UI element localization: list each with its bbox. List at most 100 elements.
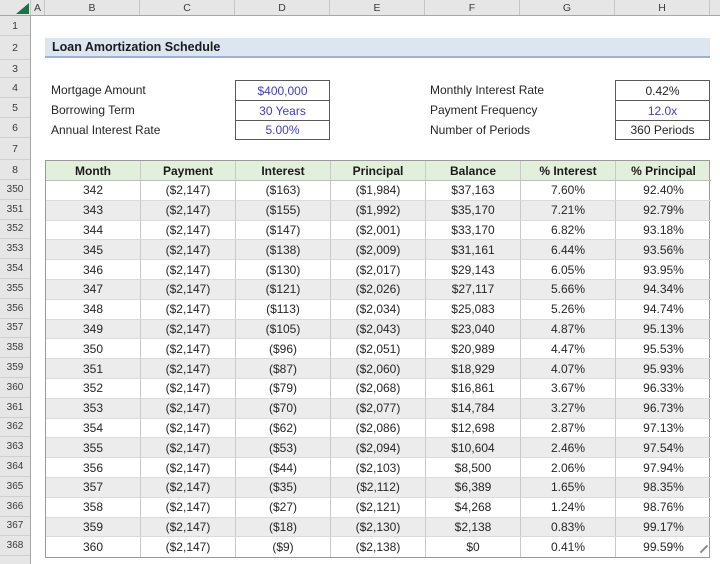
cell-interest[interactable]: ($130) [236, 260, 331, 280]
row-header-350[interactable]: 350 [0, 180, 30, 200]
row-header-6[interactable]: 6 [0, 118, 30, 138]
cell-month[interactable]: 357 [46, 477, 141, 498]
cell-interest[interactable]: ($9) [236, 537, 331, 558]
header-interest[interactable]: Interest [236, 161, 331, 181]
column-header-e[interactable]: E [330, 0, 425, 15]
row-header-363[interactable]: 363 [0, 437, 30, 458]
cell-balance[interactable]: $18,929 [426, 359, 521, 379]
cell-month[interactable]: 345 [46, 240, 141, 261]
cell-balance[interactable]: $4,268 [426, 497, 521, 518]
cell-pct-principal[interactable]: 95.93% [616, 359, 711, 379]
mortgage-amount-value[interactable]: $400,000 [236, 81, 329, 101]
cell-payment[interactable]: ($2,147) [141, 200, 236, 221]
cell-pct-interest[interactable]: 2.46% [521, 438, 616, 459]
cell-pct-interest[interactable]: 0.83% [521, 517, 616, 538]
cell-principal[interactable]: ($2,034) [331, 299, 426, 320]
cell-interest[interactable]: ($18) [236, 517, 331, 538]
cell-pct-principal[interactable]: 97.54% [616, 438, 711, 459]
row-header-351[interactable]: 351 [0, 200, 30, 220]
cell-pct-interest[interactable]: 0.41% [521, 537, 616, 558]
cell-principal[interactable]: ($2,103) [331, 458, 426, 478]
row-header-368[interactable]: 368 [0, 536, 30, 557]
row-header-367[interactable]: 367 [0, 517, 30, 537]
row-header-1[interactable]: 1 [0, 16, 30, 36]
cell-pct-interest[interactable]: 2.06% [521, 458, 616, 478]
column-header-c[interactable]: C [140, 0, 235, 15]
cell-balance[interactable]: $35,170 [426, 200, 521, 221]
number-of-periods-value[interactable]: 360 Periods [630, 123, 695, 137]
cell-interest[interactable]: ($121) [236, 279, 331, 300]
cell-principal[interactable]: ($2,112) [331, 477, 426, 498]
row-header-366[interactable]: 366 [0, 497, 30, 517]
cell-pct-interest[interactable]: 6.82% [521, 220, 616, 241]
cell-pct-principal[interactable]: 93.95% [616, 260, 711, 280]
label-mortgage-amount[interactable]: Mortgage Amount [51, 83, 146, 97]
row-header-4[interactable]: 4 [0, 78, 30, 98]
cell-month[interactable]: 355 [46, 438, 141, 459]
cell-month[interactable]: 351 [46, 359, 141, 379]
cell-month[interactable]: 358 [46, 497, 141, 518]
label-number-of-periods[interactable]: Number of Periods [430, 123, 531, 137]
cell-interest[interactable]: ($35) [236, 477, 331, 498]
cell-principal[interactable]: ($2,001) [331, 220, 426, 241]
cell-month[interactable]: 346 [46, 260, 141, 280]
cell-principal[interactable]: ($2,017) [331, 260, 426, 280]
row-header-361[interactable]: 361 [0, 398, 30, 418]
cell-balance[interactable]: $37,163 [426, 181, 521, 201]
cell-month[interactable]: 347 [46, 279, 141, 300]
cell-balance[interactable]: $14,784 [426, 398, 521, 419]
header-principal[interactable]: Principal [331, 161, 426, 181]
cell-pct-principal[interactable]: 98.76% [616, 498, 711, 518]
cell-month[interactable]: 354 [46, 418, 141, 439]
row-header-8[interactable]: 8 [0, 160, 30, 180]
label-borrowing-term[interactable]: Borrowing Term [51, 103, 135, 117]
cell-month[interactable]: 342 [46, 181, 141, 201]
column-header-h[interactable]: H [615, 0, 710, 15]
cell-payment[interactable]: ($2,147) [141, 319, 236, 340]
column-header-a[interactable]: A [31, 0, 45, 15]
select-all-button[interactable] [0, 0, 31, 15]
cell-principal[interactable]: ($2,121) [331, 497, 426, 518]
cell-interest[interactable]: ($138) [236, 240, 331, 261]
cell-payment[interactable]: ($2,147) [141, 418, 236, 439]
cell-principal[interactable]: ($1,984) [331, 181, 426, 201]
cell-balance[interactable]: $6,389 [426, 477, 521, 498]
header-balance[interactable]: Balance [426, 161, 521, 181]
cell-principal[interactable]: ($2,138) [331, 537, 426, 558]
cell-pct-principal[interactable]: 98.35% [616, 478, 711, 498]
label-monthly-interest-rate[interactable]: Monthly Interest Rate [430, 83, 545, 97]
cell-pct-interest[interactable]: 6.44% [521, 240, 616, 261]
cell-balance[interactable]: $31,161 [426, 240, 521, 261]
cell-pct-principal[interactable]: 96.73% [616, 399, 711, 419]
cell-principal[interactable]: ($2,043) [331, 319, 426, 340]
cell-balance[interactable]: $20,989 [426, 339, 521, 360]
cell-interest[interactable]: ($62) [236, 418, 331, 439]
cell-principal[interactable]: ($2,060) [331, 359, 426, 379]
cell-pct-principal[interactable]: 96.33% [616, 379, 711, 399]
cell-pct-principal[interactable]: 93.18% [616, 221, 711, 241]
cell-pct-interest[interactable]: 4.87% [521, 319, 616, 340]
cell-payment[interactable]: ($2,147) [141, 398, 236, 419]
cell-interest[interactable]: ($79) [236, 378, 331, 399]
cell-interest[interactable]: ($44) [236, 458, 331, 478]
cell-pct-interest[interactable]: 1.65% [521, 477, 616, 498]
annual-interest-rate-value[interactable]: 5.00% [265, 123, 300, 137]
cell-interest[interactable]: ($53) [236, 438, 331, 459]
cell-pct-principal[interactable]: 95.53% [616, 339, 711, 360]
row-header-360[interactable]: 360 [0, 378, 30, 398]
row-header-359[interactable]: 359 [0, 358, 30, 378]
column-header-d[interactable]: D [235, 0, 330, 15]
cell-payment[interactable]: ($2,147) [141, 497, 236, 518]
cell-balance[interactable]: $8,500 [426, 458, 521, 478]
cell-payment[interactable]: ($2,147) [141, 378, 236, 399]
cell-pct-principal[interactable]: 99.59% [643, 540, 684, 555]
cell-pct-interest[interactable]: 5.26% [521, 299, 616, 320]
cell-principal[interactable]: ($2,051) [331, 339, 426, 360]
cell-balance[interactable]: $29,143 [426, 260, 521, 280]
column-header-g[interactable]: G [520, 0, 615, 15]
cell-balance[interactable]: $0 [426, 537, 521, 558]
cell-pct-principal[interactable]: 92.79% [616, 201, 711, 221]
cell-principal[interactable]: ($2,130) [331, 517, 426, 538]
cell-month[interactable]: 343 [46, 200, 141, 221]
cell-payment[interactable]: ($2,147) [141, 517, 236, 538]
